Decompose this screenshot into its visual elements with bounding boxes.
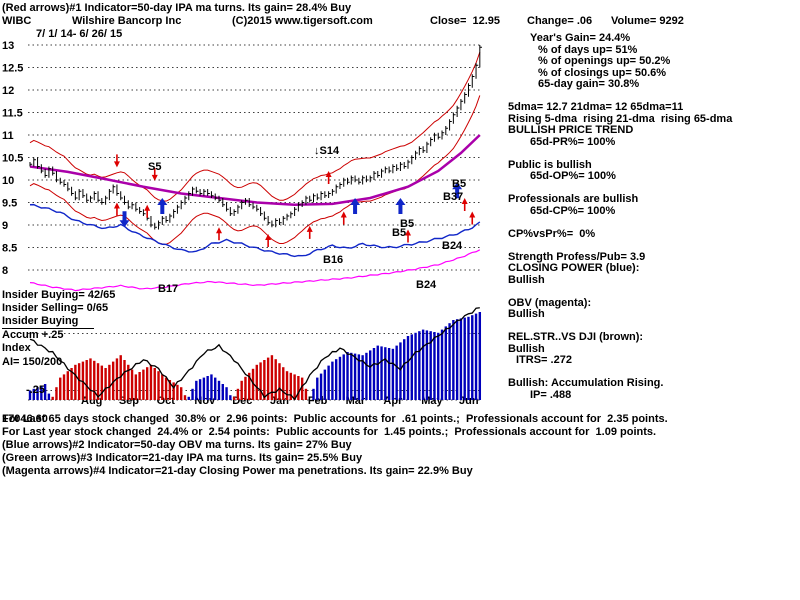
stat-years-gain: Year's Gain= 24.4% — [530, 32, 631, 44]
svg-text:8.5: 8.5 — [2, 243, 17, 255]
stat-spacer — [505, 217, 800, 229]
stat-closing-power-header: CLOSING POWER (blue): — [508, 262, 640, 274]
stat-closings-up: % of closings up= 50.6% — [538, 66, 667, 79]
svg-text:Nov: Nov — [194, 395, 216, 407]
insider-buying-count: Insider Buying= 42/65 — [2, 289, 116, 301]
svg-text:May: May — [421, 395, 443, 407]
stat-spacer — [505, 148, 800, 160]
svg-text:S5: S5 — [148, 161, 161, 173]
date-range: 7/ 1/ 14- 6/ 26/ 15 — [36, 28, 123, 40]
stat-relstr-state: Bullish — [508, 342, 545, 355]
stat-65day-gain: 65-day gain= 30.8% — [538, 78, 640, 90]
ticker-symbol: WIBC — [2, 15, 32, 27]
index-axis-label: Index — [2, 342, 31, 354]
ai-ratio-label: AI= 150/200 — [2, 356, 63, 368]
svg-text:9: 9 — [2, 220, 8, 232]
company-name: Wilshire Bancorp Inc — [72, 15, 182, 27]
svg-text:B5: B5 — [400, 218, 414, 230]
svg-text:11: 11 — [2, 130, 14, 142]
dji-value: 17046.60 — [2, 413, 48, 425]
accum-axis-label: Accum +.25 — [2, 329, 64, 341]
stat-public-bullish: Public is bullish — [508, 158, 592, 171]
copyright-text: (C)2015 www.tigersoft.com — [232, 15, 373, 27]
svg-text:B5: B5 — [452, 178, 466, 190]
svg-text:13: 13 — [2, 40, 14, 52]
stat-65d-op: 65d-OP%= 100% — [530, 170, 616, 182]
stat-dma-values: 5dma= 12.7 21dma= 12 65dma=11 — [508, 101, 684, 113]
svg-text:B24: B24 — [442, 240, 463, 252]
indicator3-summary: (Green arrows)#3 Indicator=21-day IPA ma… — [2, 452, 363, 464]
change-value: Change= .06 — [527, 15, 593, 27]
indicator1-summary: (Red arrows)#1 Indicator=50-day IPA ma t… — [2, 2, 352, 14]
stat-price-trend: BULLISH PRICE TREND — [508, 124, 634, 136]
footer-65day-summary: For Last 65 days stock changed 30.8% or … — [2, 413, 668, 425]
stat-accumulation-state: Bullish: Accumulation Rising. — [508, 377, 664, 389]
stat-65d-cp: 65d-CP%= 100% — [530, 204, 616, 217]
stat-days-up: % of days up= 51% — [538, 43, 638, 56]
footer-year-summary: For Last year stock changed 24.4% or 2.5… — [2, 426, 657, 438]
volume-value: Volume= 9292 — [611, 15, 684, 27]
stat-ip: IP= .488 — [530, 388, 572, 401]
svg-text:B16: B16 — [323, 254, 343, 266]
svg-text:↓S14: ↓S14 — [314, 145, 340, 157]
svg-text:8: 8 — [2, 265, 8, 277]
stat-relstr-header: REL.STR..VS DJI (brown): — [508, 331, 644, 343]
svg-text:11.5: 11.5 — [2, 108, 23, 120]
insider-buying-header: Insider Buying — [2, 315, 94, 329]
stat-spacer — [505, 240, 800, 252]
stat-dma-trend: Rising 5-dma rising 21-dma rising 65-dma — [508, 112, 733, 125]
svg-text:B24: B24 — [416, 279, 437, 291]
stat-itrs: ITRS= .272 — [516, 354, 572, 366]
svg-text:12.5: 12.5 — [2, 63, 23, 75]
close-value: Close= 12.95 — [430, 15, 501, 27]
svg-text:12: 12 — [2, 85, 14, 97]
indicator4-summary: (Magenta arrows)#4 Indicator=21-day Clos… — [2, 465, 473, 477]
stat-65d-pr: 65d-PR%= 100% — [530, 135, 616, 148]
indicator2-summary: (Blue arrows)#2 Indicator=50-day OBV ma … — [2, 439, 352, 451]
insider-buying-header-label: Insider Buying — [2, 315, 94, 329]
stat-cp-vs-pr: CP%vsPr%= 0% — [508, 227, 596, 240]
statistics-panel: Year's Gain= 24.4% % of days up= 51% % o… — [505, 32, 800, 401]
stat-professionals-bullish: Professionals are bullish — [508, 193, 639, 205]
svg-text:B17: B17 — [158, 283, 178, 295]
insider-selling-count: Insider Selling= 0/65 — [2, 302, 109, 314]
neg-quarter-axis-label: -.25 — [26, 384, 45, 396]
svg-text:10: 10 — [2, 175, 14, 187]
svg-text:9.5: 9.5 — [2, 198, 17, 210]
svg-text:10.5: 10.5 — [2, 153, 23, 165]
svg-text:B5: B5 — [392, 227, 406, 239]
stat-spacer — [505, 286, 800, 298]
svg-text:B37: B37 — [443, 191, 463, 203]
stat-obv-state: Bullish — [508, 308, 545, 320]
stat-openings-up: % of openings up= 50.2% — [538, 55, 671, 67]
stat-obv-header: OBV (magenta): — [508, 296, 592, 309]
stat-strength-ratio: Strength Profess/Pub= 3.9 — [508, 250, 646, 263]
stat-closing-power-state: Bullish — [508, 273, 545, 286]
